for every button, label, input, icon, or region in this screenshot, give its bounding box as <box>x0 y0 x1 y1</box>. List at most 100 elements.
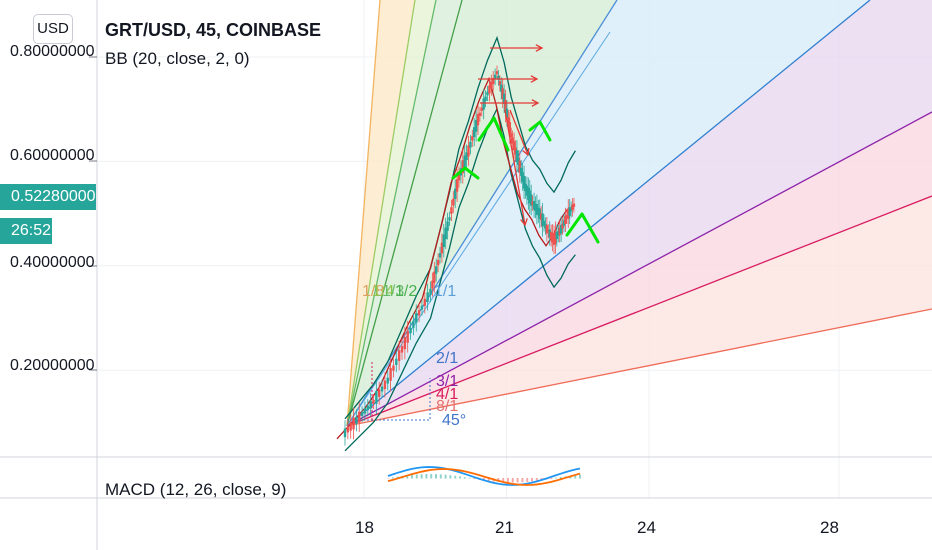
fan-label: 1/1 <box>434 283 457 300</box>
bb-basis <box>336 76 568 440</box>
candle-body <box>547 229 550 233</box>
fan-line <box>346 195 932 427</box>
candle-body <box>471 136 474 141</box>
candle-body <box>484 96 487 101</box>
candle-body <box>442 234 445 248</box>
candle-body <box>378 389 381 397</box>
candle-body <box>521 172 524 182</box>
macd-histogram-bar <box>579 474 581 479</box>
candle-body <box>559 224 563 234</box>
candle-body <box>510 133 513 138</box>
candle-body <box>478 112 482 117</box>
price-tick: 0.80000000 <box>10 43 95 60</box>
candle-body <box>490 81 493 89</box>
fan-label: 45° <box>442 412 467 429</box>
macd-histogram-bar <box>406 475 409 479</box>
symbol-title: GRT/USD, 45, COINBASE <box>105 20 322 40</box>
candle-body <box>557 231 560 236</box>
time-tick: 24 <box>637 518 656 537</box>
candle-body <box>372 399 375 404</box>
candle-body <box>450 207 453 214</box>
fan-label: 3/1 <box>436 373 459 390</box>
candle-body <box>431 280 434 289</box>
macd-histogram-bar <box>487 478 490 482</box>
arrow-head <box>520 218 528 227</box>
candle-body <box>423 298 426 306</box>
fan-label: 1/3 <box>382 283 405 300</box>
candle-body <box>507 117 510 124</box>
fan-zone <box>347 0 932 426</box>
candle-body <box>531 201 534 206</box>
candle-body <box>455 179 459 192</box>
arrow-head <box>522 147 530 157</box>
candle-body <box>515 150 519 163</box>
macd-histogram-bar <box>415 474 418 479</box>
candle-body <box>544 223 547 229</box>
candle-body <box>400 346 404 353</box>
candle-body <box>488 85 491 94</box>
candle-body <box>486 91 489 96</box>
candle-body <box>406 330 409 343</box>
fan-label: 8/1 <box>436 398 459 415</box>
time-tick: 28 <box>820 518 839 537</box>
candle-body <box>409 327 412 334</box>
currency-button[interactable]: USD <box>33 14 73 44</box>
macd-histogram-bar <box>483 478 485 481</box>
candle-body <box>465 152 468 161</box>
macd-histogram-bar <box>463 477 466 479</box>
candle-body <box>448 217 451 221</box>
candle-body <box>541 213 544 227</box>
fan-line <box>346 111 932 427</box>
candle-body <box>440 242 444 254</box>
candle-body <box>412 320 415 328</box>
candle-body <box>528 190 531 204</box>
candle-body <box>360 412 364 416</box>
candle-body <box>346 426 350 433</box>
green-stroke <box>477 116 510 152</box>
candle-body <box>568 207 571 216</box>
candle-body <box>389 367 392 381</box>
candle-body <box>433 271 436 283</box>
bb-indicator-label[interactable]: BB (20, close, 2, 0) <box>105 49 250 68</box>
macd-histogram-bar <box>555 477 557 479</box>
countdown-tag: 26:52 <box>0 218 52 244</box>
candle-body <box>352 417 355 430</box>
candle-body <box>539 213 543 221</box>
time-tick: 21 <box>495 518 514 537</box>
candle-body <box>497 75 500 80</box>
candle-body <box>562 220 566 226</box>
candle-body <box>564 215 567 224</box>
candle-body <box>524 183 527 192</box>
candle-body <box>355 416 358 424</box>
candle-body <box>505 108 509 119</box>
candle-body <box>415 313 418 323</box>
macd-histogram-bar <box>526 478 529 482</box>
candle-body <box>461 160 464 174</box>
macd-indicator-label[interactable]: MACD (12, 26, close, 9) <box>105 480 287 499</box>
candle-body <box>363 408 367 414</box>
bb-upper <box>344 35 576 420</box>
candle-body <box>532 200 536 210</box>
candle-body <box>420 305 424 310</box>
gann-fan <box>346 0 932 427</box>
candle-body <box>514 147 517 155</box>
candle-body <box>403 336 407 350</box>
green-stroke <box>451 166 480 180</box>
candle-body <box>343 428 347 438</box>
macd-histogram-bar <box>454 475 457 479</box>
macd-histogram-bar <box>511 478 514 483</box>
candle-body <box>537 207 540 216</box>
candle-body <box>558 227 561 235</box>
macd-line <box>387 466 581 486</box>
candle-body <box>436 259 440 266</box>
macd-histogram-bar <box>531 478 533 482</box>
macd-histogram-bar <box>411 474 413 479</box>
macd-histogram-bar <box>391 477 394 479</box>
arrow-head <box>530 75 539 83</box>
candle-body <box>555 232 559 240</box>
candle-body <box>492 78 495 84</box>
candle-body <box>535 204 539 215</box>
candle-body <box>395 358 398 365</box>
price-tick: 0.20000000 <box>10 357 95 374</box>
